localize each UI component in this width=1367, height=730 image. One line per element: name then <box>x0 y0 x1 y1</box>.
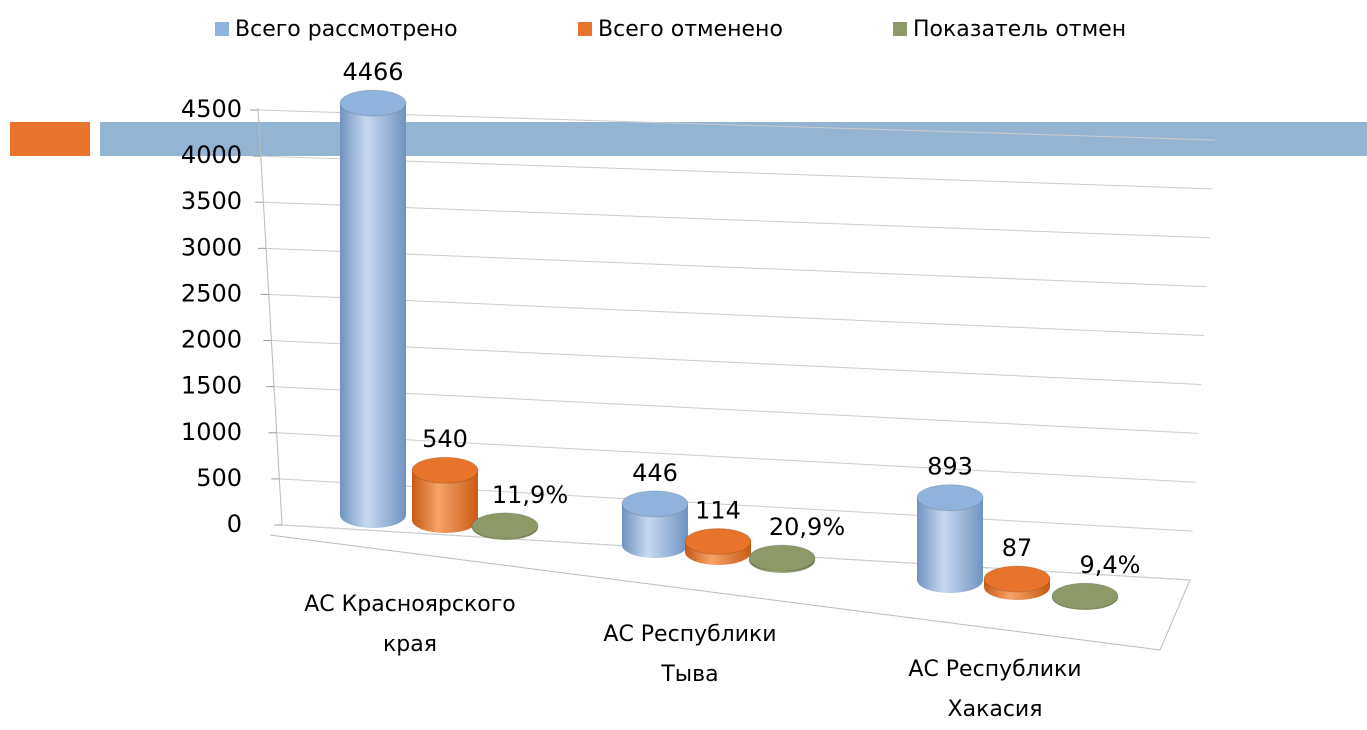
decor-block <box>10 122 90 156</box>
y-tick-label: 2000 <box>181 326 242 354</box>
data-label: 9,4% <box>1080 551 1141 579</box>
grid-line <box>265 247 1207 288</box>
bar <box>917 497 983 580</box>
x-tick-label: АС Республики Тыва <box>603 622 777 687</box>
cylinder-top <box>471 512 539 540</box>
grid-line <box>268 293 1204 337</box>
grid-line <box>257 109 1216 141</box>
data-label: 11,9% <box>492 481 568 509</box>
cylinder-top <box>916 484 984 512</box>
y-tick-label: 0 <box>227 510 242 538</box>
data-label: 20,9% <box>769 513 845 541</box>
legend-swatch <box>578 22 592 36</box>
cylinder-top <box>684 527 752 555</box>
y-tick-label: 500 <box>196 464 242 492</box>
data-label: 893 <box>927 453 973 481</box>
cylinder-top <box>339 89 407 117</box>
cylinder-top <box>983 565 1051 593</box>
data-label: 87 <box>1002 534 1033 562</box>
legend-label: Всего рассмотрено <box>235 17 458 42</box>
legend-swatch <box>893 22 907 36</box>
data-label: 446 <box>632 459 678 487</box>
legend-label: Показатель отмен <box>913 17 1126 42</box>
legend-swatch <box>215 22 229 36</box>
y-tick-label: 1500 <box>181 372 242 400</box>
wall-edge <box>257 107 283 526</box>
grid-line <box>276 432 1196 483</box>
y-tick-label: 2500 <box>181 279 242 307</box>
grid-line <box>263 201 1210 239</box>
y-tick-label: 3500 <box>181 187 242 215</box>
y-tick-label: 3000 <box>181 233 242 261</box>
data-label: 540 <box>422 425 468 453</box>
cylinder-top <box>411 456 479 484</box>
y-tick-label: 4000 <box>181 141 242 169</box>
cylinder-top <box>1051 582 1119 610</box>
decor-band <box>100 122 1367 156</box>
data-label: 4466 <box>342 58 403 86</box>
grid-line <box>271 340 1202 385</box>
legend-label: Всего отменено <box>598 17 783 42</box>
grid-line <box>273 386 1199 434</box>
y-tick-label: 4500 <box>181 95 242 123</box>
x-tick-label: АС Красноярского края <box>304 592 516 657</box>
bar <box>340 103 406 515</box>
cylinder-top <box>621 490 689 518</box>
y-tick-label: 1000 <box>181 418 242 446</box>
data-label: 114 <box>695 496 741 524</box>
x-tick-label: АС Республики Хакасия <box>908 657 1082 722</box>
grid-line <box>260 155 1213 190</box>
cylinder-top <box>748 544 816 572</box>
